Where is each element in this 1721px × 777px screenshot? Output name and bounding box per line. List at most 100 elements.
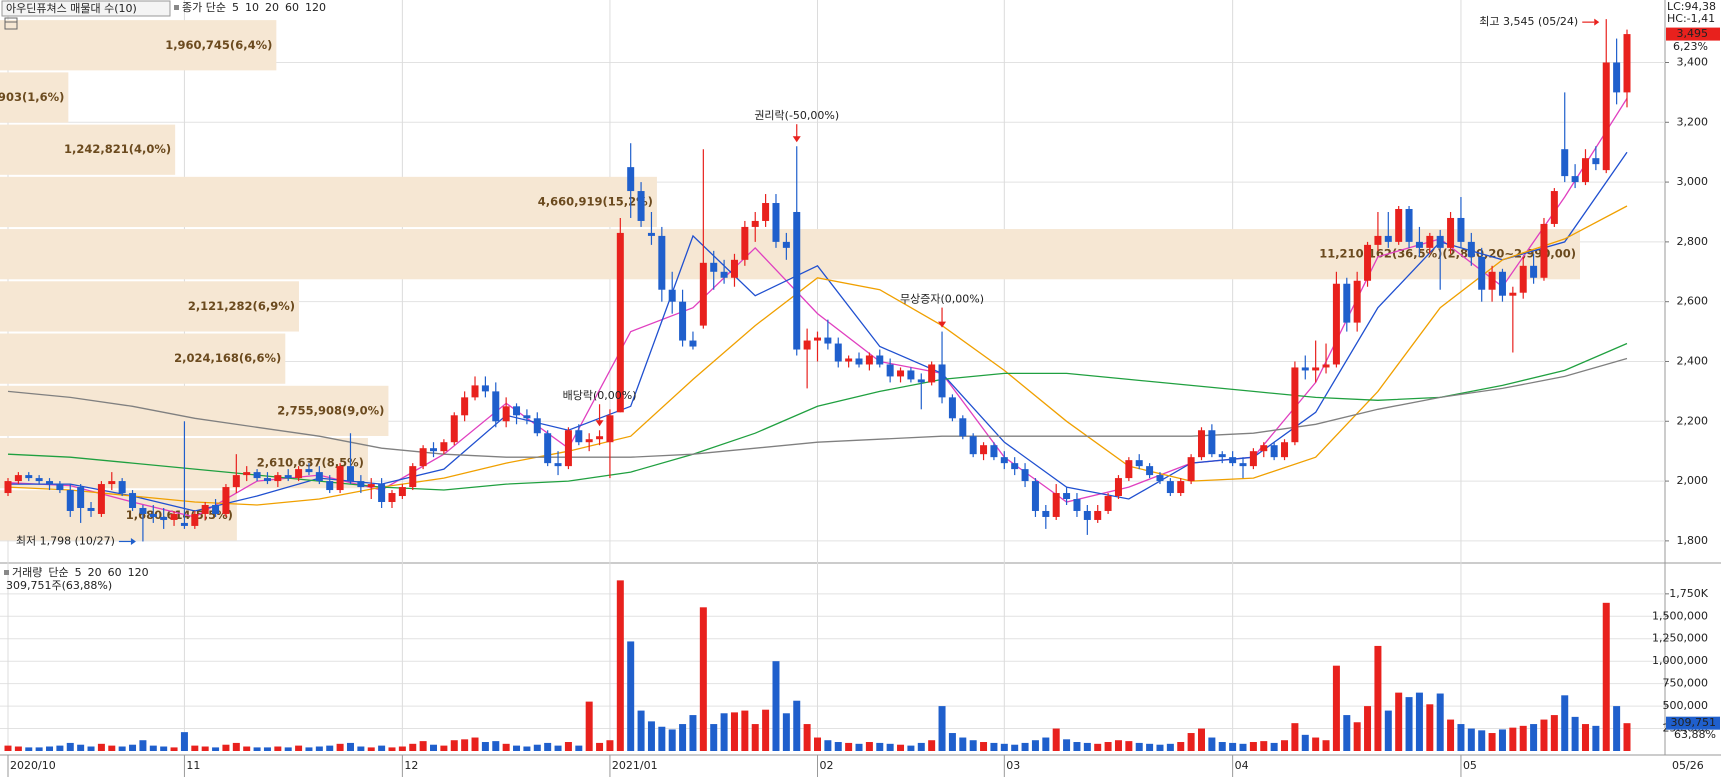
candle-body [87, 507, 95, 511]
candle-body [4, 481, 12, 494]
legend-entry: 10 [245, 1, 259, 14]
volume-bar [1260, 741, 1268, 751]
volume-bar [97, 743, 105, 751]
volume-bar [730, 712, 738, 751]
candle-body [378, 484, 386, 503]
candle-body [980, 445, 988, 455]
candle-body [471, 385, 479, 398]
y-tick-label: 2,200 [1677, 414, 1709, 427]
volume-profile-label: 2,755,908(9,0%) [277, 403, 384, 417]
volume-bar [1343, 715, 1351, 751]
volume-bar [980, 742, 988, 751]
candle-body [1146, 466, 1154, 476]
volume-profile-bar [0, 229, 1580, 280]
candle-body [1218, 454, 1226, 458]
y-tick-label: 2,600 [1677, 295, 1709, 308]
volume-profile-bar [0, 333, 286, 384]
volume-bar [762, 709, 770, 751]
candle-body [430, 448, 438, 452]
candle-body [730, 259, 738, 278]
volume-bar [772, 661, 780, 751]
candle-body [585, 439, 593, 443]
x-tick-label: 03 [1006, 759, 1020, 772]
volume-bar [814, 737, 821, 751]
candle-body [326, 481, 334, 491]
candle-body [938, 364, 946, 398]
volume-bar [1426, 704, 1434, 751]
volume-bar [907, 745, 915, 751]
volume-bar [1281, 740, 1289, 751]
candle-body [315, 472, 323, 482]
candle-body [1540, 223, 1548, 278]
candle-body [876, 355, 884, 365]
volume-bar [180, 732, 188, 751]
volume-bar [35, 747, 43, 751]
volume-profile-label: 1,960,745(6,4%) [165, 38, 272, 52]
volume-bar [1592, 725, 1600, 751]
volume-profile-bar [0, 20, 277, 71]
volume-bar [1478, 730, 1486, 751]
x-tick-label: 05/26 [1672, 759, 1704, 772]
candle-body [1519, 265, 1527, 293]
candle-body [1229, 457, 1237, 464]
legend-entry: 거래량 [12, 566, 42, 579]
y-tick-label: 3,200 [1677, 115, 1709, 128]
volume-bar [938, 706, 946, 751]
volume-bar [575, 745, 583, 751]
candle-body [959, 418, 967, 437]
volume-bar [1208, 737, 1216, 751]
lc-label: LC:94,38 [1667, 0, 1716, 13]
volume-bar [440, 745, 448, 751]
candle-body [97, 484, 105, 514]
volume-bar [969, 740, 977, 751]
volume-tick-label: 1,250,000 [1652, 632, 1708, 645]
legend-entry: 20 [88, 566, 102, 579]
candle-body [1052, 493, 1060, 517]
volume-bar [1322, 740, 1330, 751]
event-arrow-head [792, 136, 801, 143]
y-tick-label: 3,400 [1677, 55, 1709, 68]
candle-body [1364, 244, 1372, 281]
candle-body [25, 475, 33, 479]
volume-bar [751, 724, 759, 751]
legend-entry: 20 [265, 1, 279, 14]
volume-profile-bar [0, 385, 389, 437]
candle-body [917, 379, 925, 383]
volume-bar [585, 701, 593, 751]
candle-body [1332, 283, 1340, 365]
event-arrow-head [938, 321, 947, 328]
volume-bar [471, 737, 479, 751]
volume-bar [1581, 724, 1589, 751]
candle-body [1498, 271, 1506, 296]
volume-profile-bar [0, 124, 176, 175]
volume-bar [336, 743, 344, 751]
y-tick-label: 2,400 [1677, 354, 1709, 367]
volume-bar [865, 742, 873, 751]
volume-bar [25, 747, 33, 751]
volume-bar [502, 743, 510, 751]
legend-marker [174, 5, 179, 10]
candle-body [139, 507, 147, 514]
candle-body [523, 415, 531, 419]
volume-bar [897, 744, 905, 751]
candle-body [544, 433, 552, 464]
candle-body [616, 232, 624, 413]
volume-bar [1270, 742, 1278, 751]
volume-bar [1146, 743, 1154, 751]
volume-profile-label: 2,121,282(6,9%) [188, 299, 295, 313]
candle-body [14, 475, 22, 482]
volume-bar [1530, 724, 1538, 751]
volume-bar [378, 745, 386, 751]
volume-tick-label: 1,000,000 [1652, 654, 1708, 667]
candle-body [762, 203, 770, 221]
volume-bar [1021, 742, 1029, 751]
candle-body [295, 469, 303, 479]
candle-body [108, 481, 116, 485]
volume-bar [222, 744, 230, 751]
volume-bar [1239, 743, 1247, 751]
high-annotation: 최고 3,545 (05/24) [1479, 15, 1578, 28]
volume-bar [1457, 724, 1465, 751]
volume-bar [1613, 706, 1621, 751]
candle-body [1571, 176, 1579, 183]
